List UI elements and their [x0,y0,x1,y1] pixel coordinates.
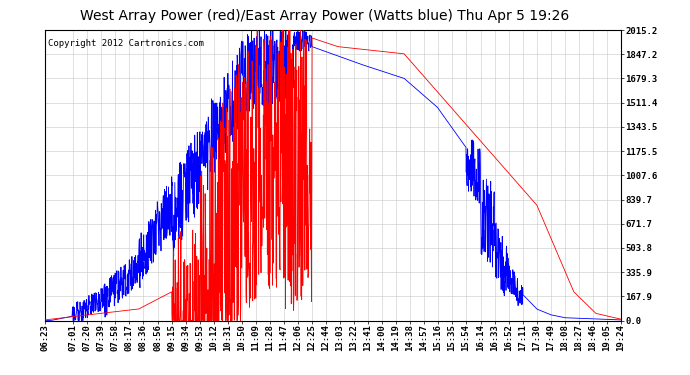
Text: West Array Power (red)/East Array Power (Watts blue) Thu Apr 5 19:26: West Array Power (red)/East Array Power … [79,9,569,23]
Text: Copyright 2012 Cartronics.com: Copyright 2012 Cartronics.com [48,39,204,48]
